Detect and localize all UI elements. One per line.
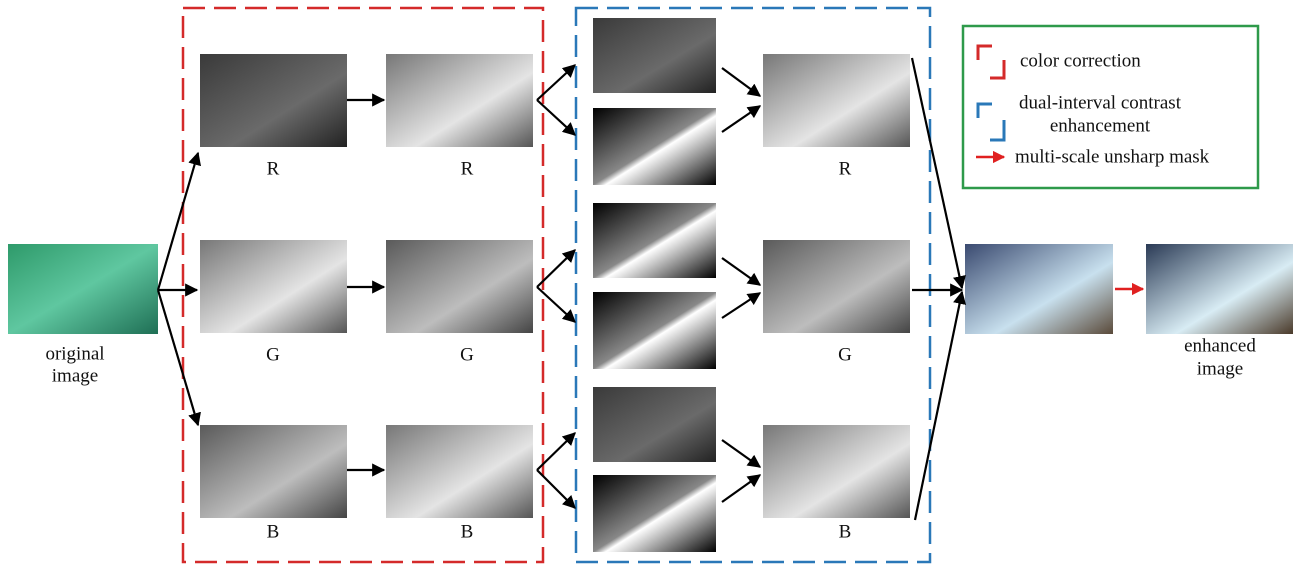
image	[1146, 244, 1293, 334]
image	[386, 240, 533, 333]
label: R	[461, 158, 474, 179]
image	[965, 244, 1113, 334]
arrow	[722, 68, 760, 96]
label: image	[52, 365, 98, 386]
legend-label: dual-interval contrast	[1019, 92, 1182, 113]
legend-label: multi-scale unsharp mask	[1015, 146, 1210, 167]
label: B	[267, 521, 280, 542]
image	[593, 108, 716, 185]
label: B	[461, 521, 474, 542]
legend-label: color correction	[1020, 50, 1141, 71]
label: enhanced	[1184, 335, 1256, 356]
label: G	[266, 344, 280, 365]
arrow	[158, 290, 198, 425]
legend-label: enhancement	[1050, 115, 1151, 136]
label: R	[839, 158, 852, 179]
label: B	[839, 521, 852, 542]
label: G	[838, 344, 852, 365]
label: R	[267, 158, 280, 179]
image	[593, 475, 716, 552]
arrow	[158, 153, 198, 290]
image	[593, 387, 716, 462]
label: original	[45, 343, 104, 364]
image	[763, 54, 910, 147]
image	[593, 18, 716, 93]
arrow	[722, 293, 760, 318]
arrow	[915, 292, 962, 520]
image	[386, 54, 533, 147]
image	[593, 203, 716, 278]
arrow	[722, 475, 760, 502]
image	[200, 425, 347, 518]
label: image	[1197, 358, 1243, 379]
arrow	[722, 106, 760, 132]
image	[200, 240, 347, 333]
image	[200, 54, 347, 147]
image	[763, 425, 910, 518]
arrow	[912, 58, 962, 288]
arrow	[722, 258, 760, 285]
image	[593, 292, 716, 369]
diagram: original image R G B R G B R G B enhance…	[0, 0, 1298, 570]
label: G	[460, 344, 474, 365]
image	[386, 425, 533, 518]
arrow	[722, 440, 760, 467]
image	[8, 244, 158, 334]
legend: color correction dual-interval contrast …	[963, 26, 1258, 188]
image	[763, 240, 910, 333]
page: original image R G B R G B R G B enhance…	[0, 0, 1298, 570]
